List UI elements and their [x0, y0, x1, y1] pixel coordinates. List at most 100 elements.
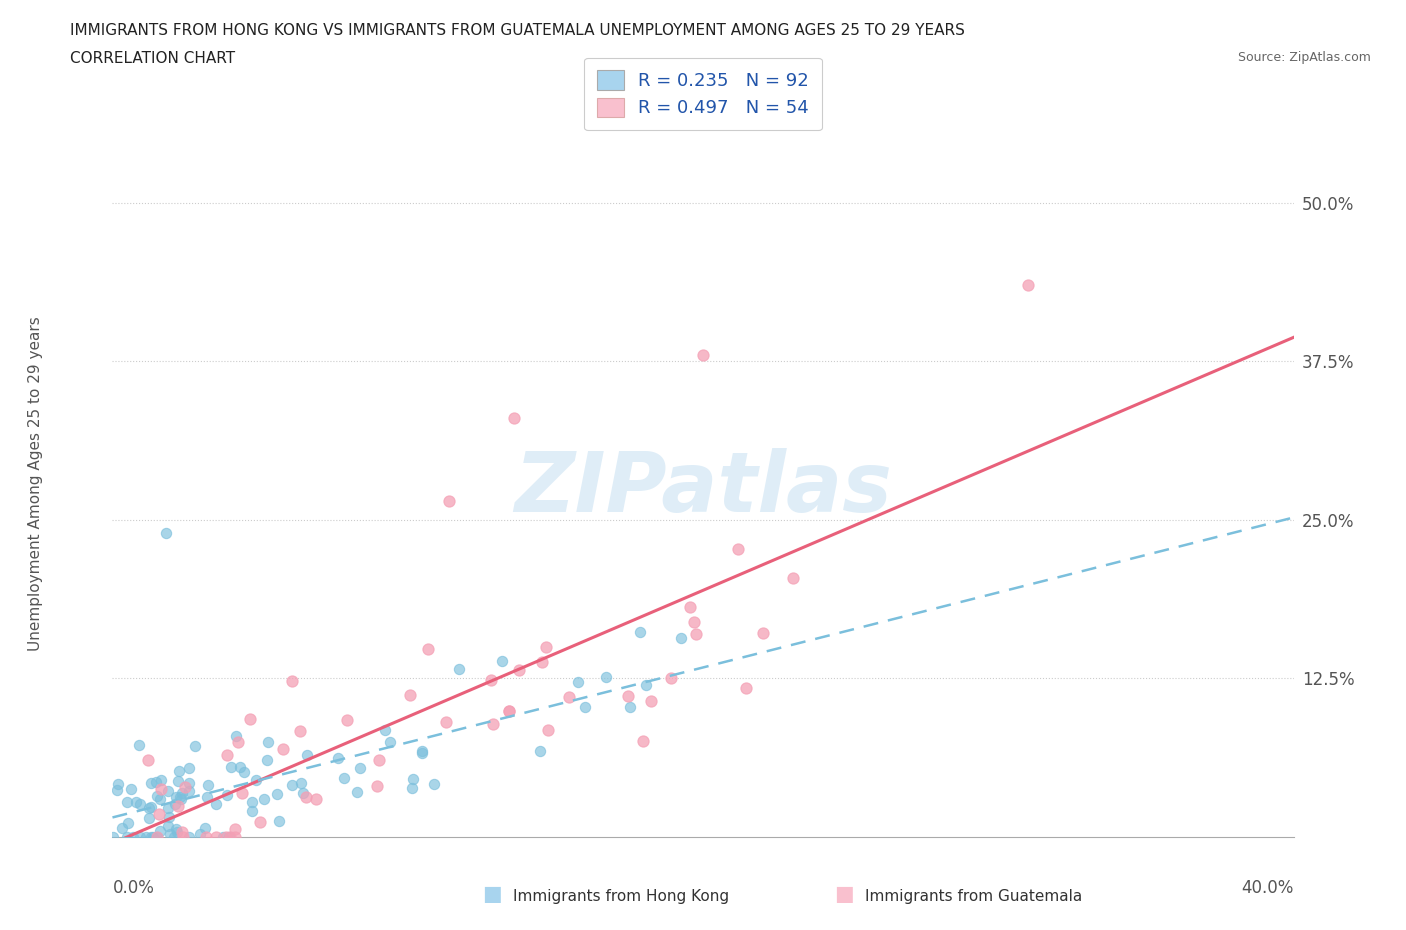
Point [149, 773, 172, 788]
Text: ZIPatlas: ZIPatlas [515, 447, 891, 529]
Point [256, 752, 278, 767]
Point [170, 791, 193, 806]
Point [333, 770, 356, 785]
Point [305, 791, 328, 806]
Point [692, 348, 714, 363]
Point [167, 764, 190, 778]
Point [128, 830, 150, 844]
Point [141, 800, 163, 815]
Point [224, 821, 246, 836]
Point [215, 748, 238, 763]
Point [498, 704, 520, 719]
Text: 40.0%: 40.0% [1241, 879, 1294, 897]
Point [534, 639, 557, 654]
Point [156, 801, 179, 816]
Point [434, 715, 457, 730]
Point [148, 806, 170, 821]
Point [122, 830, 145, 844]
Legend: R = 0.235   N = 92, R = 0.497   N = 54: R = 0.235 N = 92, R = 0.497 N = 54 [585, 58, 821, 130]
Point [291, 786, 314, 801]
Point [172, 824, 194, 839]
Point [156, 818, 179, 833]
Point [401, 780, 423, 795]
Point [128, 737, 150, 752]
Point [159, 827, 181, 842]
Point [157, 810, 180, 825]
Point [231, 785, 253, 800]
Point [117, 830, 139, 844]
Point [105, 782, 128, 797]
Point [374, 723, 396, 737]
Point [165, 790, 187, 804]
Point [253, 791, 276, 806]
Point [281, 673, 304, 688]
Point [537, 723, 560, 737]
Point [437, 494, 460, 509]
Point [146, 789, 169, 804]
Point [172, 830, 194, 844]
Point [215, 788, 238, 803]
Point [125, 795, 148, 810]
Text: ■: ■ [482, 884, 502, 904]
Point [149, 782, 172, 797]
Point [138, 811, 160, 826]
Point [225, 728, 247, 743]
Point [183, 738, 205, 753]
Point [229, 759, 252, 774]
Point [257, 735, 280, 750]
Point [173, 779, 195, 794]
Point [197, 777, 219, 792]
Point [290, 776, 312, 790]
Point [245, 773, 267, 788]
Point [640, 693, 662, 708]
Point [368, 752, 391, 767]
Point [267, 814, 290, 829]
Point [205, 830, 228, 844]
Point [619, 699, 641, 714]
Point [179, 761, 201, 776]
Point [172, 786, 194, 801]
Point [411, 746, 433, 761]
Point [630, 624, 652, 639]
Point [671, 631, 693, 645]
Point [145, 775, 167, 790]
Point [165, 822, 187, 837]
Point [266, 786, 288, 801]
Point [752, 626, 775, 641]
Point [782, 570, 804, 585]
Point [148, 823, 170, 838]
Point [242, 804, 264, 818]
Text: Immigrants from Guatemala: Immigrants from Guatemala [865, 889, 1083, 904]
Point [288, 724, 311, 738]
Point [177, 830, 200, 844]
Point [226, 735, 249, 750]
Point [295, 790, 318, 804]
Point [166, 825, 188, 840]
Point [139, 775, 162, 790]
Point [167, 798, 190, 813]
Point [281, 777, 304, 792]
Point [297, 748, 319, 763]
Point [498, 703, 520, 718]
Point [402, 772, 425, 787]
Point [249, 815, 271, 830]
Point [188, 827, 211, 842]
Point [101, 830, 124, 844]
Point [418, 642, 440, 657]
Point [146, 830, 169, 844]
Point [1017, 278, 1039, 293]
Point [232, 764, 254, 779]
Text: 0.0%: 0.0% [112, 879, 155, 897]
Point [115, 794, 138, 809]
Point [107, 777, 129, 792]
Point [219, 760, 242, 775]
Point [155, 525, 177, 540]
Point [139, 830, 162, 844]
Point [508, 662, 530, 677]
Point [558, 690, 581, 705]
Point [156, 784, 179, 799]
Point [685, 627, 707, 642]
Point [117, 816, 139, 830]
Point [634, 677, 657, 692]
Point [595, 670, 617, 684]
